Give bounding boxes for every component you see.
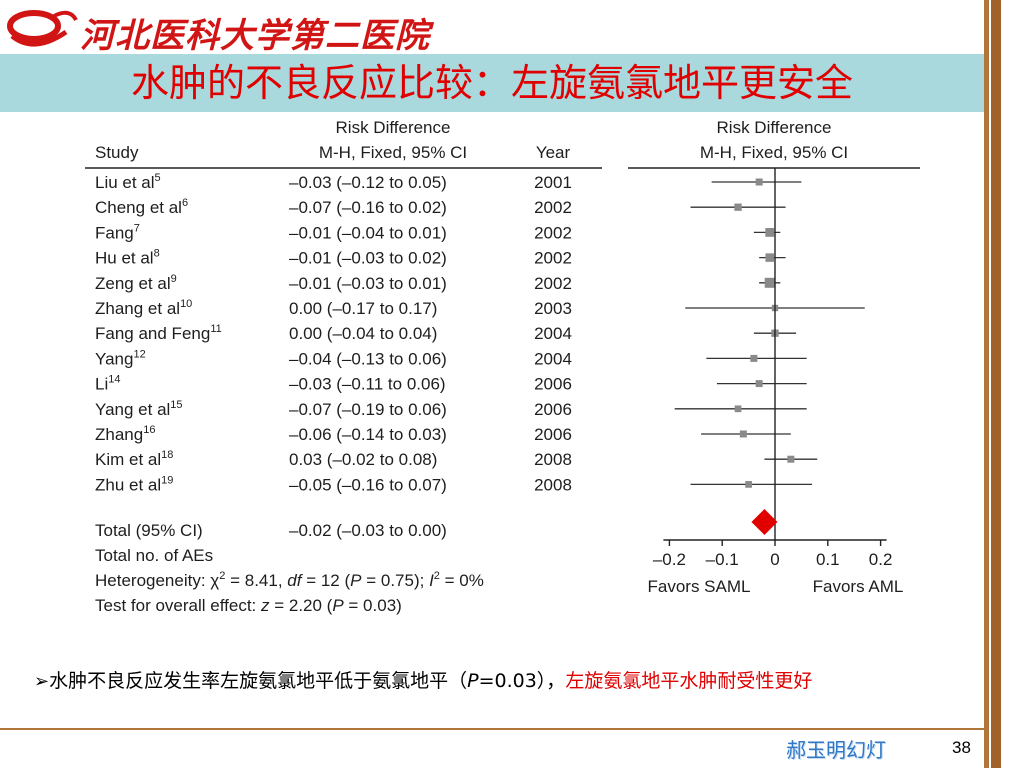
- study-square: [765, 228, 775, 237]
- study-name: Li14: [95, 374, 120, 394]
- study-year: 2002: [534, 198, 572, 217]
- study-ci: 0.03 (–0.02 to 0.08): [289, 450, 437, 469]
- study-square: [745, 481, 752, 488]
- study-year: 2006: [534, 375, 572, 394]
- col-year-header: Year: [536, 143, 571, 162]
- study-name: Fang7: [95, 222, 140, 242]
- col-rd-header-1: Risk Difference: [336, 118, 451, 137]
- study-square: [750, 354, 758, 362]
- plot-header-1: Risk Difference: [717, 118, 832, 137]
- study-square: [755, 380, 763, 388]
- x-tick-label: 0: [770, 550, 779, 569]
- study-square: [755, 178, 763, 186]
- study-ci: –0.01 (–0.03 to 0.02): [289, 249, 447, 268]
- study-year: 2004: [534, 324, 572, 343]
- study-year: 2006: [534, 425, 572, 444]
- study-ci: –0.04 (–0.13 to 0.06): [289, 349, 447, 368]
- x-tick-label: –0.1: [706, 550, 739, 569]
- study-year: 2004: [534, 349, 572, 368]
- bullet-text-1: 水肿不良反应发生率左旋氨氯地平低于氨氯地平（: [49, 670, 468, 692]
- col-rd-header-2: M-H, Fixed, 95% CI: [319, 143, 467, 162]
- total-ci: –0.02 (–0.03 to 0.00): [289, 521, 447, 540]
- total-label: Total (95% CI): [95, 521, 203, 540]
- col-study-header: Study: [95, 143, 139, 162]
- x-tick-label: –0.2: [653, 550, 686, 569]
- study-square: [765, 253, 774, 262]
- study-year: 2002: [534, 274, 572, 293]
- overall-effect-text: Test for overall effect: z = 2.20 (P = 0…: [95, 596, 402, 615]
- conclusion-bullet: ➢水肿不良反应发生率左旋氨氯地平低于氨氯地平（P=0.03），左旋氨氯地平水肿耐…: [34, 668, 974, 695]
- study-ci: –0.01 (–0.03 to 0.01): [289, 274, 447, 293]
- study-name: Zhang16: [95, 424, 155, 444]
- study-name: Liu et al5: [95, 172, 161, 192]
- study-name: Zhang et al10: [95, 298, 192, 318]
- study-ci: 0.00 (–0.17 to 0.17): [289, 299, 437, 318]
- bullet-red-text: 左旋氨氯地平水肿耐受性更好: [565, 670, 813, 692]
- study-year: 2008: [534, 475, 572, 494]
- bullet-text-2: =0.03），: [478, 670, 566, 692]
- study-square: [734, 405, 742, 413]
- study-name: Zeng et al9: [95, 273, 177, 293]
- heterogeneity-text: Heterogeneity: χ2 = 8.41, df = 12 (P = 0…: [95, 570, 484, 590]
- plot-header-2: M-H, Fixed, 95% CI: [700, 143, 848, 162]
- title-bar: [0, 54, 984, 112]
- study-year: 2002: [534, 223, 572, 242]
- study-name: Cheng et al6: [95, 197, 188, 217]
- study-ci: 0.00 (–0.04 to 0.04): [289, 324, 437, 343]
- study-square: [787, 455, 795, 463]
- study-ci: –0.03 (–0.11 to 0.06): [289, 375, 446, 394]
- side-bar-thin: [984, 0, 989, 768]
- slide-title: 水肿的不良反应比较：左旋氨氯地平更安全: [130, 61, 853, 105]
- study-ci: –0.06 (–0.14 to 0.03): [289, 425, 447, 444]
- bullet-p-label: P: [467, 670, 479, 692]
- page-number: 38: [952, 738, 971, 757]
- pooled-diamond: [751, 509, 778, 535]
- study-square: [764, 277, 775, 288]
- study-year: 2008: [534, 450, 572, 469]
- study-name: Yang12: [95, 348, 146, 368]
- study-name: Yang et al15: [95, 399, 183, 419]
- study-year: 2006: [534, 400, 572, 419]
- study-ci: –0.05 (–0.16 to 0.07): [289, 475, 447, 494]
- favors-left-label: Favors SAML: [648, 577, 751, 596]
- study-square: [739, 430, 747, 438]
- author-watermark: 郝玉明幻灯: [786, 738, 886, 762]
- study-name: Kim et al18: [95, 449, 173, 469]
- study-name: Zhu et al19: [95, 474, 173, 494]
- hospital-logo-icon: [7, 10, 78, 47]
- bullet-arrow-icon: ➢: [34, 671, 50, 692]
- study-year: 2001: [534, 173, 572, 192]
- total-aes-label: Total no. of AEs: [95, 546, 213, 565]
- study-name: Fang and Feng11: [95, 323, 222, 343]
- favors-right-label: Favors AML: [813, 577, 904, 596]
- study-ci: –0.03 (–0.12 to 0.05): [289, 173, 447, 192]
- study-ci: –0.07 (–0.16 to 0.02): [289, 198, 447, 217]
- bottom-rule: [0, 728, 984, 730]
- x-tick-label: 0.2: [869, 550, 893, 569]
- x-tick-label: 0.1: [816, 550, 840, 569]
- study-year: 2003: [534, 299, 572, 318]
- study-name: Hu et al8: [95, 248, 160, 268]
- school-name: 河北医科大学第二医院: [80, 16, 430, 56]
- study-ci: –0.01 (–0.04 to 0.01): [289, 223, 447, 242]
- study-square: [734, 203, 742, 211]
- study-ci: –0.07 (–0.19 to 0.06): [289, 400, 447, 419]
- study-year: 2002: [534, 249, 572, 268]
- forest-plot: Risk Difference Study M-H, Fixed, 95% CI…: [85, 118, 920, 615]
- side-bar-thick: [991, 0, 1001, 768]
